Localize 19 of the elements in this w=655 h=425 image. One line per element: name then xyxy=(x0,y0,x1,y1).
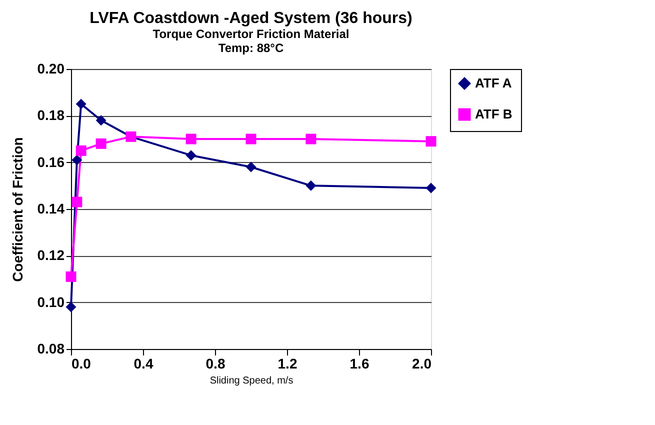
legend-label: ATF B xyxy=(475,106,512,122)
x-tick-label: 0.0 xyxy=(72,356,92,372)
x-tick-label: 1.2 xyxy=(278,356,298,372)
chart-title: LVFA Coastdown -Aged System (36 hours) xyxy=(90,10,412,27)
x-tick-label: 0.8 xyxy=(206,356,226,372)
y-axis-title: Coefficient of Friction xyxy=(9,137,26,282)
y-tick-label: 0.10 xyxy=(37,294,65,310)
x-tick-label: 2.0 xyxy=(412,356,432,372)
x-tick-label: 0.4 xyxy=(134,356,154,372)
y-tick-label: 0.20 xyxy=(37,60,65,76)
y-tick-label: 0.12 xyxy=(37,247,65,264)
y-tick-label: 0.18 xyxy=(37,107,65,124)
x-tick-label: 1.6 xyxy=(350,356,370,372)
legend-label: ATF A xyxy=(475,76,512,90)
y-tick-label: 0.14 xyxy=(37,200,65,216)
x-axis-title: Sliding Speed, m/s xyxy=(210,376,294,386)
y-tick-label: 0.16 xyxy=(37,154,65,170)
chart-subtitle: Torque Convertor Friction Material Temp: 88°C xyxy=(152,27,350,55)
y-tick-label: 0.08 xyxy=(37,340,65,356)
